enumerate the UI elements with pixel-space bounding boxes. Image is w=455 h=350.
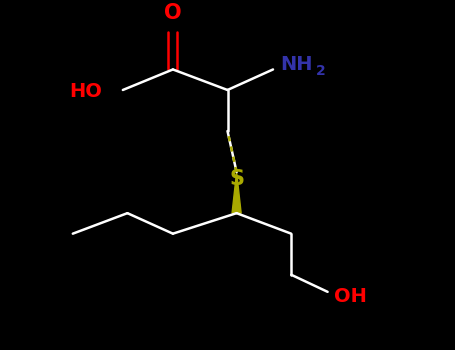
Text: HO: HO xyxy=(70,82,102,101)
Text: O: O xyxy=(164,3,182,23)
Text: NH: NH xyxy=(280,55,312,74)
Text: OH: OH xyxy=(334,287,367,307)
Text: 2: 2 xyxy=(316,64,326,78)
Text: S: S xyxy=(229,169,244,189)
Polygon shape xyxy=(232,172,241,213)
